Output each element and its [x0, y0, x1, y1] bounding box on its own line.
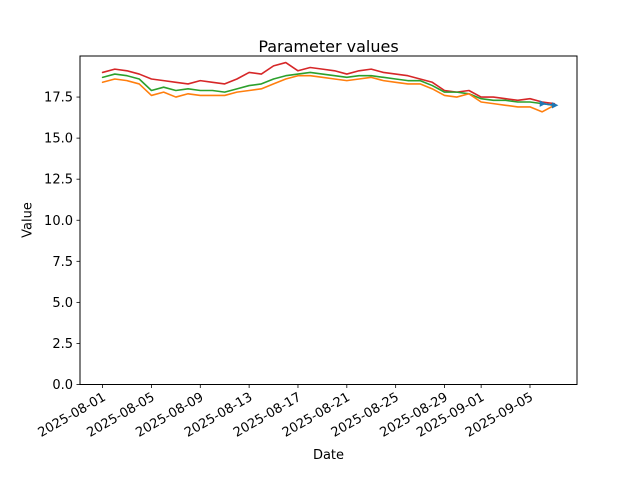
y-tick-label: 17.5 — [44, 91, 73, 106]
axes-box — [79, 55, 578, 385]
chart-title: Parameter values — [258, 37, 399, 56]
y-tick-label: 0.0 — [52, 378, 73, 393]
x-axis-label: Date — [312, 448, 345, 463]
y-tick-label: 10.0 — [44, 214, 73, 229]
y-tick-label: 5.0 — [52, 296, 73, 311]
y-tick-label: 15.0 — [44, 132, 73, 147]
series-marker-blue — [539, 100, 547, 107]
series-line-orange — [101, 74, 556, 113]
y-axis-label: Value — [20, 202, 36, 238]
y-tick-label: 7.5 — [52, 255, 73, 270]
y-tick-label: 12.5 — [44, 173, 73, 188]
series-line-red — [101, 61, 556, 105]
y-tick-label: 2.5 — [52, 337, 73, 352]
series-line-green — [101, 71, 556, 107]
series-marker-blue — [551, 102, 559, 109]
